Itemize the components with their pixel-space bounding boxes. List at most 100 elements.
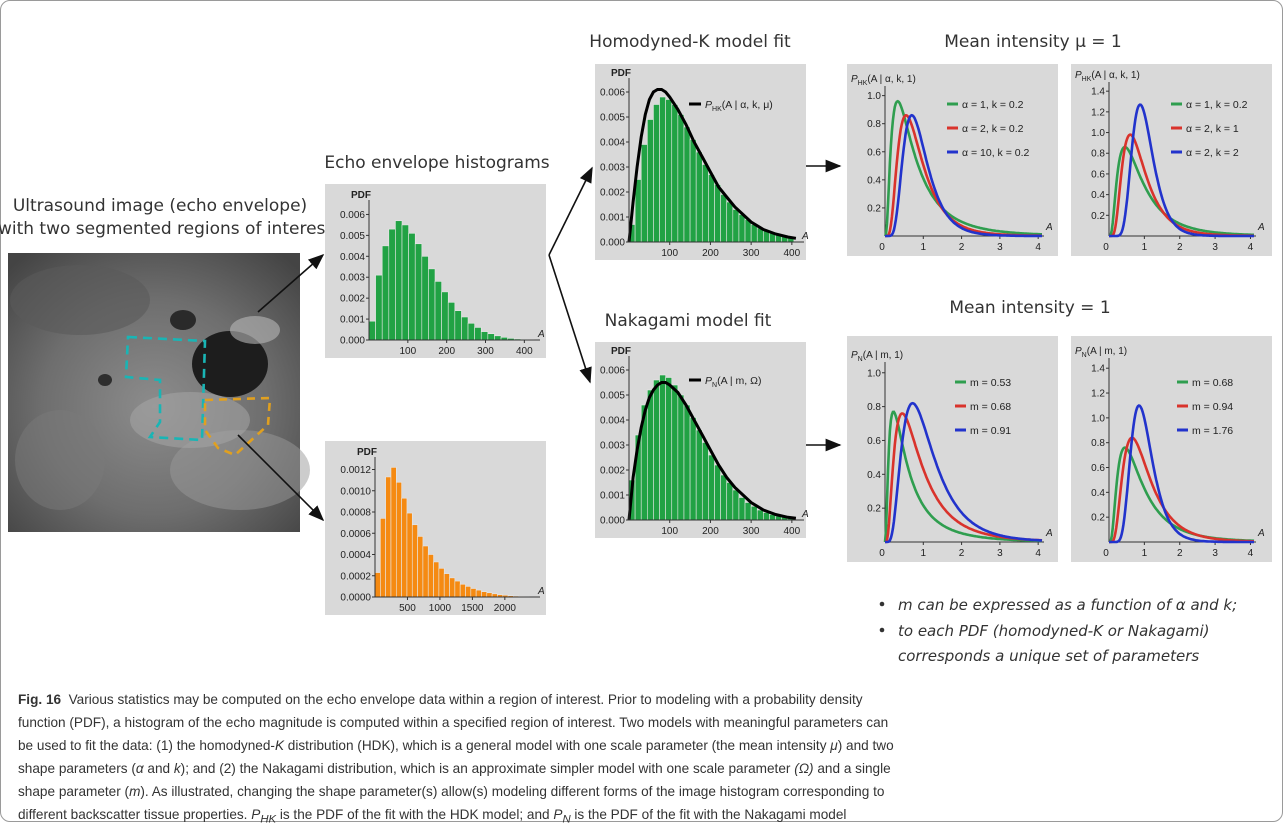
y-tick-label: 0.6 bbox=[1091, 463, 1105, 474]
bar bbox=[380, 518, 385, 597]
caption-text-4a: shape parameters ( bbox=[18, 761, 136, 776]
y-tick-label: 0.4 bbox=[867, 470, 881, 481]
x-tick-label: 4 bbox=[1248, 548, 1254, 559]
mean-intensity-hk: Mean intensity μ = 1 bbox=[944, 32, 1122, 52]
bar bbox=[733, 490, 739, 520]
arrow-to-nk-fit bbox=[549, 255, 590, 382]
x-tick-label: 2 bbox=[959, 548, 965, 559]
caption-text-4omega: (Ω) bbox=[794, 761, 813, 776]
bar bbox=[708, 175, 714, 243]
y-tick-label: 0.8 bbox=[1091, 438, 1105, 449]
y-tick-label: 0.8 bbox=[867, 119, 881, 130]
bar bbox=[412, 525, 417, 597]
caption-text-6a: different backscatter tissue properties. bbox=[18, 807, 251, 822]
x-tick-label-zero: 0 bbox=[879, 242, 885, 253]
ultrasound-title-2: with two segmented regions of interest bbox=[0, 219, 332, 239]
bar bbox=[660, 97, 666, 242]
y-tick-label: 0.0010 bbox=[340, 486, 371, 497]
legend-label: α = 10, k = 0.2 bbox=[962, 147, 1030, 159]
y-tick-label: 0.000 bbox=[600, 516, 625, 527]
chart-hk-fit: PHK(A | α, k, μ)0.0000.0010.0020.0030.00… bbox=[595, 64, 809, 260]
chart-nk-fit: PN(A | m, Ω)0.0000.0010.0020.0030.0040.0… bbox=[595, 342, 809, 538]
y-tick-label: 1.0 bbox=[867, 91, 881, 102]
caption-text-3b: distribution (HDK), which is a general m… bbox=[284, 738, 830, 753]
y-tick-label: 0.6 bbox=[1091, 169, 1105, 180]
x-tick-label: 3 bbox=[1212, 242, 1218, 253]
legend-label: m = 0.94 bbox=[1192, 401, 1233, 413]
bar bbox=[455, 581, 460, 597]
y-tick-label: 0.8 bbox=[1091, 149, 1105, 160]
bar bbox=[415, 244, 422, 340]
bar bbox=[696, 430, 702, 520]
x-tick-label: 1500 bbox=[461, 603, 484, 614]
x-tick-label: 400 bbox=[516, 346, 533, 357]
legend-label: α = 2, k = 1 bbox=[1186, 123, 1239, 135]
y-tick-label: 0.0006 bbox=[340, 529, 371, 540]
bar bbox=[696, 152, 702, 242]
bar bbox=[475, 327, 482, 340]
bar bbox=[439, 568, 444, 597]
x-tick-label: 1 bbox=[1142, 548, 1148, 559]
bar bbox=[386, 477, 391, 597]
ultrasound-image bbox=[8, 253, 310, 532]
bar bbox=[448, 302, 455, 340]
caption-text-6b: is the PDF of the fit with the HDK model… bbox=[276, 807, 553, 822]
y-tick-label: 0.003 bbox=[340, 273, 365, 284]
figure-svg: Ultrasound image (echo envelope) with tw… bbox=[0, 0, 1285, 680]
caption-text-3mu: μ bbox=[830, 738, 837, 753]
x-tick-label: 100 bbox=[661, 248, 678, 259]
y-tick-label: 0.0004 bbox=[340, 550, 371, 561]
ultrasound-title-1: Ultrasound image (echo envelope) bbox=[13, 196, 307, 216]
nk-fit-title: Nakagami model fit bbox=[605, 311, 772, 331]
y-tick-label: 0.001 bbox=[600, 491, 625, 502]
bullet-2-line-1: to each PDF (homodyned-K or Nakagami) bbox=[898, 622, 1210, 640]
y-tick-label: 1.2 bbox=[1091, 389, 1105, 400]
caption-line-1: Fig. 16 Various statistics may be comput… bbox=[18, 688, 1268, 711]
caption-line-4: shape parameters (α and k); and (2) the … bbox=[18, 757, 1268, 780]
caption-text-2: function (PDF), a histogram of the echo … bbox=[18, 715, 888, 730]
caption-text-4b: and bbox=[144, 761, 174, 776]
x-tick-label: 3 bbox=[997, 548, 1003, 559]
y-tick-label: 1.4 bbox=[1091, 364, 1105, 375]
bar bbox=[641, 145, 647, 243]
bar bbox=[487, 593, 492, 597]
bar bbox=[428, 269, 435, 340]
y-tick-label: 0.4 bbox=[1091, 488, 1105, 499]
y-tick-label: 0.000 bbox=[600, 238, 625, 249]
bar bbox=[653, 380, 659, 520]
y-tick-label: 0.004 bbox=[600, 138, 625, 149]
y-tick-label: 1.0 bbox=[1091, 128, 1105, 139]
y-tick-label: 1.4 bbox=[1091, 87, 1105, 98]
bar bbox=[684, 405, 690, 520]
y-axis-title: PDF bbox=[357, 447, 377, 458]
x-tick-label: 100 bbox=[399, 346, 416, 357]
y-tick-label: 0.003 bbox=[600, 163, 625, 174]
x-tick-label-zero: 0 bbox=[879, 548, 885, 559]
bar bbox=[745, 503, 751, 521]
x-axis-title: A bbox=[1045, 222, 1053, 233]
x-tick-label: 300 bbox=[477, 346, 494, 357]
x-tick-label: 2 bbox=[1177, 242, 1183, 253]
legend-label: α = 2, k = 0.2 bbox=[962, 123, 1024, 135]
bar bbox=[465, 586, 470, 597]
bar bbox=[751, 506, 757, 520]
legend-label: m = 1.76 bbox=[1192, 425, 1233, 437]
y-tick-label: 0.002 bbox=[600, 466, 625, 477]
legend-label: m = 0.91 bbox=[970, 425, 1011, 437]
y-tick-label: 0.004 bbox=[600, 416, 625, 427]
bar bbox=[422, 256, 429, 340]
x-tick-label-zero: 0 bbox=[1103, 242, 1109, 253]
bar bbox=[757, 510, 763, 520]
x-tick-label: 300 bbox=[743, 248, 760, 259]
x-tick-label: 1 bbox=[921, 548, 927, 559]
bar bbox=[666, 100, 672, 243]
bar bbox=[461, 317, 468, 340]
y-axis-title: PDF bbox=[351, 190, 371, 201]
caption-text-5a: shape parameter ( bbox=[18, 784, 129, 799]
hk-fit-title: Homodyned-K model fit bbox=[589, 32, 791, 52]
bar bbox=[460, 584, 465, 597]
y-tick-label: 0.2 bbox=[1091, 211, 1105, 222]
y-tick-label: 0.0000 bbox=[340, 593, 371, 604]
x-tick-label: 500 bbox=[399, 603, 416, 614]
